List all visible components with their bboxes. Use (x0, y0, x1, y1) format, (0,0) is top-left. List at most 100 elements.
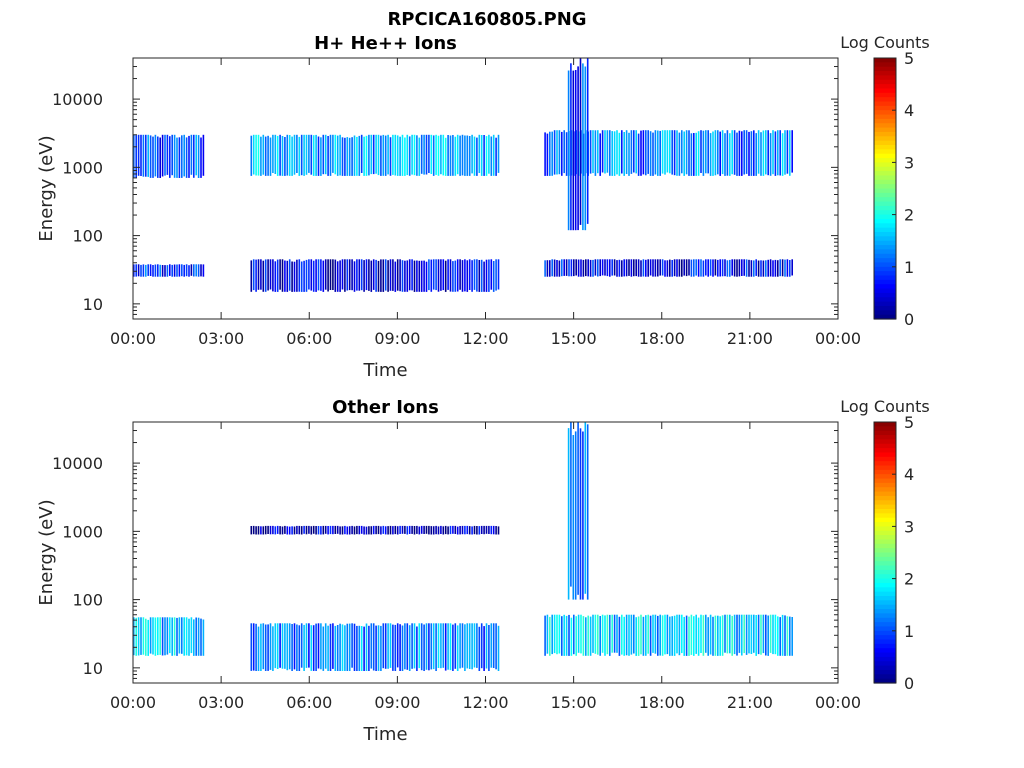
data-strip (666, 130, 669, 173)
data-strip (745, 130, 748, 174)
data-strip (344, 137, 346, 176)
data-strip (774, 259, 777, 277)
data-strip (755, 259, 757, 276)
colorbar-tick-label: 5 (904, 49, 914, 68)
colorbar-tick-label: 2 (904, 570, 914, 589)
data-strip (384, 623, 387, 669)
y-tick-label: 100 (72, 591, 103, 610)
data-strip (190, 134, 193, 175)
data-strip (478, 260, 481, 292)
data-strip (582, 63, 584, 231)
data-strip (685, 615, 688, 656)
colorbar-segment (874, 101, 896, 107)
data-strip (681, 614, 683, 654)
data-strip (334, 625, 337, 671)
data-strip (476, 623, 478, 668)
data-strip (193, 264, 195, 277)
data-strip (181, 617, 183, 654)
colorbar-segment (874, 75, 896, 81)
data-strip (164, 617, 166, 656)
data-strip (298, 136, 301, 176)
data-strip (654, 130, 657, 175)
data-strip (606, 614, 609, 655)
colorbar-segment (874, 530, 896, 536)
data-strip (288, 135, 291, 176)
data-strip (269, 525, 272, 535)
data-strip (490, 136, 493, 176)
data-strip (786, 259, 789, 277)
colorbar-segment (874, 452, 896, 458)
colorbar-segment (874, 301, 896, 307)
data-strip (257, 134, 260, 176)
data-band (250, 525, 500, 535)
data-strip (673, 615, 676, 656)
data-strip (171, 264, 173, 277)
data-strip (173, 617, 176, 656)
data-strip (442, 134, 445, 176)
colorbar-segment (874, 214, 896, 220)
data-strip (695, 614, 697, 654)
data-strip (449, 259, 452, 292)
colorbar-segment (874, 639, 896, 645)
data-strip (647, 130, 649, 174)
data-strip (416, 626, 418, 671)
data-strip (430, 259, 433, 292)
data-strip (456, 134, 459, 175)
data-strip (269, 259, 272, 290)
data-strip (360, 525, 363, 534)
data-strip (561, 259, 563, 277)
data-strip (567, 70, 570, 231)
x-tick-label: 15:00 (551, 329, 597, 348)
data-strip (308, 623, 310, 668)
data-strip (652, 132, 654, 176)
data-strip (697, 131, 700, 176)
data-strip (339, 134, 341, 176)
colorbar-segment (874, 201, 896, 207)
colorbar-segment (874, 604, 896, 610)
data-strip (178, 137, 181, 178)
data-strip (556, 614, 558, 655)
data-strip (459, 623, 461, 669)
data-strip (767, 130, 769, 176)
data-strip (604, 615, 606, 656)
data-strip (312, 625, 315, 671)
data-strip (408, 625, 411, 671)
data-strip (322, 626, 325, 671)
data-strip (440, 525, 442, 534)
data-strip (137, 134, 140, 176)
data-strip (575, 616, 577, 656)
data-strip (288, 259, 291, 291)
data-strip (411, 259, 413, 291)
data-strip (664, 130, 666, 175)
data-strip (197, 617, 200, 656)
data-strip (389, 137, 392, 176)
data-strip (478, 526, 481, 535)
data-strip (152, 617, 154, 655)
colorbar-segment (874, 422, 896, 427)
colorbar-segment (874, 482, 896, 488)
data-strip (339, 260, 341, 292)
colorbar-segment (874, 279, 896, 285)
data-strip (300, 134, 303, 176)
data-strip (396, 259, 399, 291)
data-strip (611, 131, 613, 176)
data-strip (630, 130, 633, 174)
data-strip (164, 134, 166, 176)
data-strip (762, 130, 765, 176)
data-strip (628, 132, 630, 176)
x-axis-label: Time (362, 724, 407, 745)
data-strip (745, 614, 748, 655)
data-strip (336, 135, 339, 176)
colorbar-segment (874, 578, 896, 584)
data-strip (327, 259, 329, 292)
colorbar-segment (874, 669, 896, 675)
data-strip (738, 130, 741, 176)
data-strip (344, 625, 346, 671)
data-strip (574, 431, 577, 600)
data-strip (594, 614, 597, 654)
data-strip (432, 135, 435, 176)
data-strip (293, 623, 296, 670)
data-strip (356, 259, 358, 291)
data-strip (767, 615, 769, 656)
data-strip (649, 615, 652, 656)
